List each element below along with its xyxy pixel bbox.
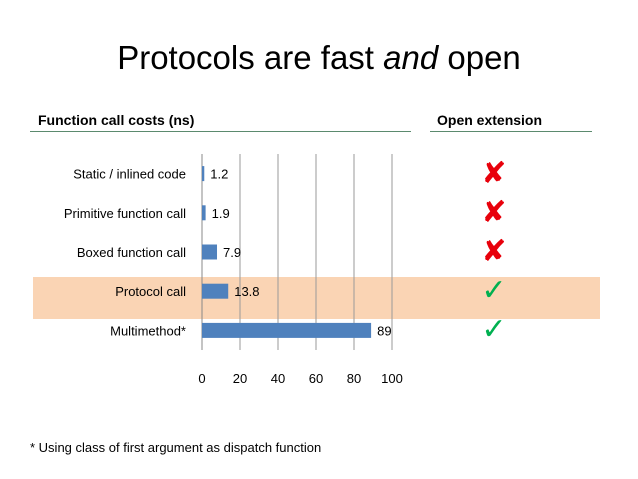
bar <box>202 283 229 299</box>
title-after: open <box>438 39 521 76</box>
bar <box>202 166 205 182</box>
data-label: 1.9 <box>212 206 230 221</box>
bar <box>202 322 372 338</box>
footnote: * Using class of first argument as dispa… <box>30 440 322 455</box>
slide-title: Protocols are fast and open <box>0 38 638 78</box>
left-heading-rule <box>30 131 411 132</box>
category-label: Protocol call <box>115 284 186 299</box>
cross-icon: ✘ <box>481 235 507 268</box>
title-before: Protocols are fast <box>117 39 384 76</box>
check-icon: ✓ <box>481 274 507 308</box>
cross-icon: ✘ <box>481 156 507 190</box>
bar <box>202 205 206 221</box>
title-emphasis: and <box>383 39 439 76</box>
x-tick-label: 60 <box>309 371 323 386</box>
category-label: Boxed function call <box>77 245 186 260</box>
check-icon: ✓ <box>481 313 507 347</box>
open-extension-heading: Open extension <box>437 112 543 128</box>
data-label: 13.8 <box>234 284 259 299</box>
data-label: 1.2 <box>210 167 228 182</box>
function-call-costs-heading: Function call costs (ns) <box>38 112 195 128</box>
x-tick-label: 20 <box>233 371 247 386</box>
bar <box>202 244 218 260</box>
category-label: Multimethod* <box>110 323 186 338</box>
category-label: Primitive function call <box>64 206 186 221</box>
x-tick-label: 80 <box>347 371 361 386</box>
data-label: 7.9 <box>223 245 241 260</box>
cross-icon: ✘ <box>481 195 507 229</box>
data-label: 89 <box>377 323 391 338</box>
right-heading-rule <box>430 131 592 132</box>
category-label: Static / inlined code <box>73 167 186 182</box>
x-tick-label: 40 <box>271 371 285 386</box>
x-tick-label: 100 <box>381 371 403 386</box>
x-tick-label: 0 <box>198 371 205 386</box>
